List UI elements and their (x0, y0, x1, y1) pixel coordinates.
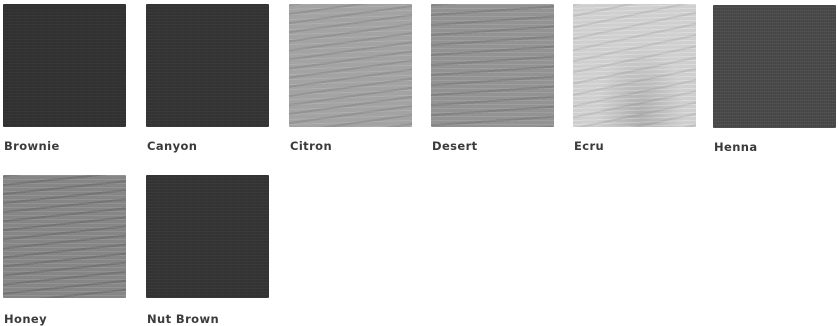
swatch-label-henna: Henna (714, 140, 758, 154)
swatch-henna[interactable]: Henna (713, 5, 838, 154)
swatch-tile-honey[interactable] (3, 175, 126, 298)
swatch-tile-henna[interactable] (713, 5, 836, 128)
swatch-tile-canyon[interactable] (146, 4, 269, 127)
swatch-label-nut-brown: Nut Brown (147, 312, 220, 326)
swatch-tile-nut-brown[interactable] (146, 175, 269, 298)
swatch-tile-ecru[interactable] (573, 4, 696, 127)
swatch-label-brownie: Brownie (4, 139, 60, 153)
swatch-nut-brown[interactable]: Nut Brown (146, 175, 276, 326)
swatch-tile-brownie[interactable] (3, 4, 126, 127)
swatch-honey[interactable]: Honey (3, 175, 133, 326)
swatch-citron[interactable]: Citron (289, 4, 419, 153)
swatch-label-desert: Desert (432, 139, 478, 153)
swatch-brownie[interactable]: Brownie (3, 4, 133, 153)
swatch-canyon[interactable]: Canyon (146, 4, 276, 153)
swatch-ecru[interactable]: Ecru (573, 4, 703, 153)
swatch-desert[interactable]: Desert (431, 4, 561, 153)
swatch-label-ecru: Ecru (574, 139, 605, 153)
swatch-label-honey: Honey (4, 312, 48, 326)
swatch-label-canyon: Canyon (147, 139, 198, 153)
swatch-tile-citron[interactable] (289, 4, 412, 127)
swatch-tile-desert[interactable] (431, 4, 554, 127)
swatch-label-citron: Citron (290, 139, 333, 153)
